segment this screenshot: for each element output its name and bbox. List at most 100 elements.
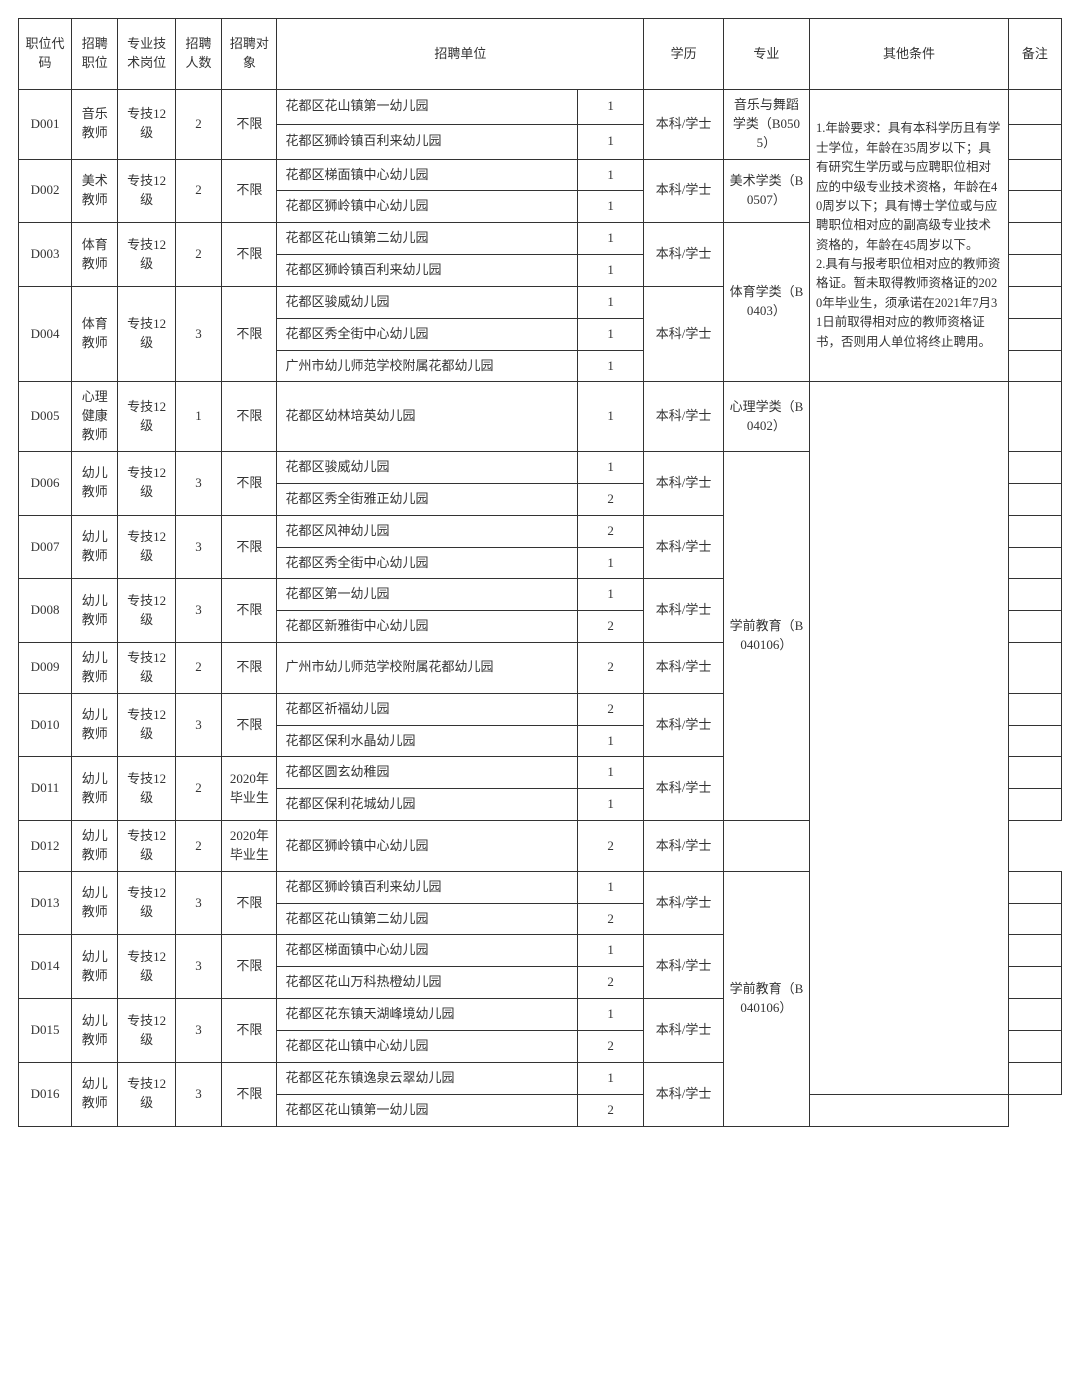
cell-edu: 本科/学士 xyxy=(644,579,724,643)
cell-note xyxy=(1008,191,1061,223)
cell-edu: 本科/学士 xyxy=(644,821,724,872)
cell-unit-num: 2 xyxy=(578,515,644,547)
cell-unit-num: 1 xyxy=(578,255,644,287)
cell-unit: 广州市幼儿师范学校附属花都幼儿园 xyxy=(277,350,578,382)
cell-unit-num: 1 xyxy=(578,789,644,821)
cell-unit: 花都区狮岭镇中心幼儿园 xyxy=(277,821,578,872)
cell-unit: 花都区骏威幼儿园 xyxy=(277,286,578,318)
cell-note xyxy=(1008,725,1061,757)
cell-code: D002 xyxy=(19,159,72,223)
cell-unit-num: 1 xyxy=(578,725,644,757)
cell-unit-num: 1 xyxy=(578,286,644,318)
cell-unit-num: 1 xyxy=(578,223,644,255)
cell-tech: 专技12级 xyxy=(118,382,175,452)
cell-position: 幼儿教师 xyxy=(72,821,118,872)
th-unit: 招聘单位 xyxy=(277,19,644,90)
cell-tech: 专技12级 xyxy=(118,451,175,515)
cell-code: D008 xyxy=(19,579,72,643)
cell-note xyxy=(1008,967,1061,999)
cell-note xyxy=(1008,451,1061,483)
cell-obj: 不限 xyxy=(222,515,277,579)
cell-code: D009 xyxy=(19,643,72,694)
cell-note xyxy=(1008,611,1061,643)
cell-note xyxy=(1008,124,1061,159)
cell-note xyxy=(1008,223,1061,255)
cell-unit-num: 2 xyxy=(578,1031,644,1063)
cell-unit-num: 1 xyxy=(578,382,644,452)
cell-tech: 专技12级 xyxy=(118,1062,175,1126)
cell-unit: 花都区秀全街雅正幼儿园 xyxy=(277,483,578,515)
cell-position: 心理健康教师 xyxy=(72,382,118,452)
cell-unit-num: 2 xyxy=(578,693,644,725)
cell-major: 体育学类（B0403） xyxy=(723,223,809,382)
cell-note xyxy=(1008,90,1061,125)
cell-position: 幼儿教师 xyxy=(72,871,118,935)
cell-code: D013 xyxy=(19,871,72,935)
cell-unit-num: 2 xyxy=(578,967,644,999)
cell-unit: 花都区保利水晶幼儿园 xyxy=(277,725,578,757)
cell-obj: 不限 xyxy=(222,579,277,643)
th-position: 招聘职位 xyxy=(72,19,118,90)
cell-unit-num: 1 xyxy=(578,318,644,350)
cell-edu: 本科/学士 xyxy=(644,935,724,999)
cell-obj: 不限 xyxy=(222,223,277,287)
cell-unit-num: 1 xyxy=(578,451,644,483)
cell-num: 2 xyxy=(175,223,221,287)
cell-tech: 专技12级 xyxy=(118,159,175,223)
cell-tech: 专技12级 xyxy=(118,579,175,643)
cell-obj: 不限 xyxy=(222,1062,277,1126)
cell-obj: 不限 xyxy=(222,451,277,515)
cell-obj: 不限 xyxy=(222,693,277,757)
cell-note xyxy=(1008,935,1061,967)
cell-note xyxy=(1008,789,1061,821)
cell-edu: 本科/学士 xyxy=(644,286,724,382)
cell-obj: 2020年毕业生 xyxy=(222,821,277,872)
cell-position: 幼儿教师 xyxy=(72,451,118,515)
cell-unit: 花都区梯面镇中心幼儿园 xyxy=(277,159,578,191)
cell-position: 幼儿教师 xyxy=(72,999,118,1063)
cell-unit-num: 1 xyxy=(578,579,644,611)
cell-num: 3 xyxy=(175,693,221,757)
cell-note xyxy=(1008,1031,1061,1063)
cell-unit: 广州市幼儿师范学校附属花都幼儿园 xyxy=(277,643,578,694)
cell-major: 音乐与舞蹈学类（B0505） xyxy=(723,90,809,160)
cell-code: D015 xyxy=(19,999,72,1063)
cell-code: D011 xyxy=(19,757,72,821)
cell-tech: 专技12级 xyxy=(118,643,175,694)
cell-code: D016 xyxy=(19,1062,72,1126)
cell-num: 3 xyxy=(175,286,221,382)
th-note: 备注 xyxy=(1008,19,1061,90)
cell-unit: 花都区保利花城幼儿园 xyxy=(277,789,578,821)
cell-num: 2 xyxy=(175,757,221,821)
th-major: 专业 xyxy=(723,19,809,90)
cell-unit: 花都区狮岭镇百利来幼儿园 xyxy=(277,124,578,159)
cell-note xyxy=(1008,757,1061,789)
cell-edu: 本科/学士 xyxy=(644,643,724,694)
cell-note xyxy=(1008,318,1061,350)
cell-position: 幼儿教师 xyxy=(72,643,118,694)
cell-unit-num: 1 xyxy=(578,757,644,789)
cell-num: 3 xyxy=(175,1062,221,1126)
cell-unit-num: 1 xyxy=(578,191,644,223)
cell-other: 1.年龄要求：具有本科学历且有学士学位，年龄在35周岁以下；具有研究生学历或与应… xyxy=(810,90,1009,382)
cell-tech: 专技12级 xyxy=(118,935,175,999)
cell-num: 3 xyxy=(175,871,221,935)
cell-major: 美术学类（B0507） xyxy=(723,159,809,223)
cell-major: 学前教育（B040106） xyxy=(723,451,809,820)
cell-num: 3 xyxy=(175,935,221,999)
cell-edu: 本科/学士 xyxy=(644,1062,724,1126)
cell-tech: 专技12级 xyxy=(118,90,175,160)
cell-num: 3 xyxy=(175,451,221,515)
cell-unit: 花都区梯面镇中心幼儿园 xyxy=(277,935,578,967)
cell-note xyxy=(1008,579,1061,611)
cell-unit: 花都区幼林培英幼儿园 xyxy=(277,382,578,452)
cell-obj: 不限 xyxy=(222,871,277,935)
cell-unit-num: 2 xyxy=(578,643,644,694)
cell-code: D003 xyxy=(19,223,72,287)
cell-obj: 不限 xyxy=(222,935,277,999)
cell-code: D005 xyxy=(19,382,72,452)
cell-position: 幼儿教师 xyxy=(72,935,118,999)
cell-code: D014 xyxy=(19,935,72,999)
cell-unit: 花都区秀全街中心幼儿园 xyxy=(277,318,578,350)
cell-position: 幼儿教师 xyxy=(72,693,118,757)
